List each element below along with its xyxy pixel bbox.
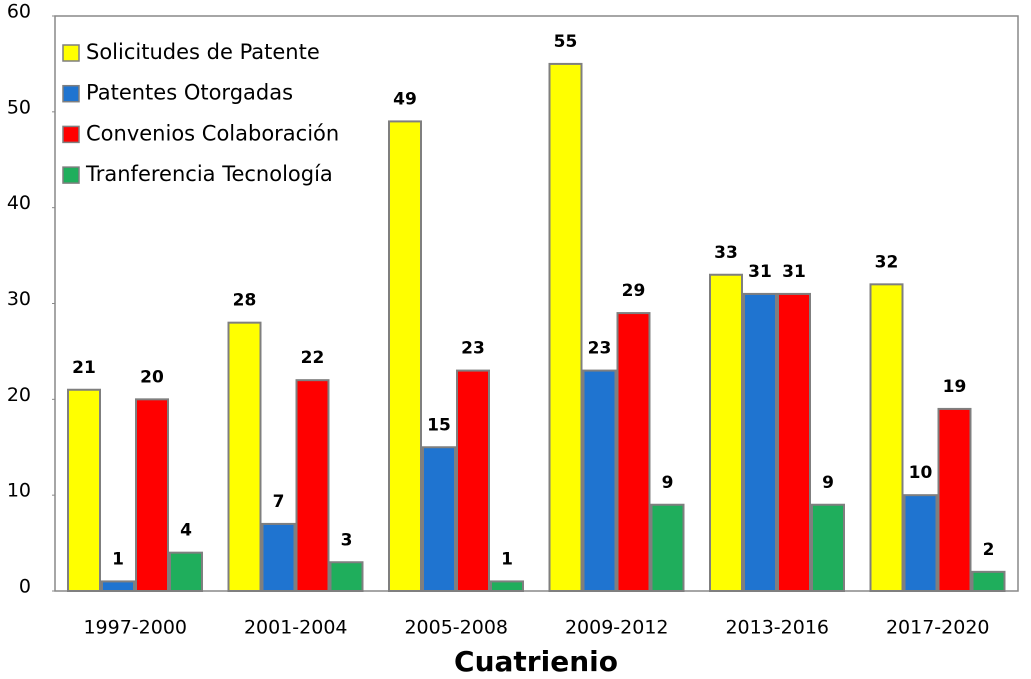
- x-tick-label: 2013-2016: [725, 617, 829, 639]
- legend-label: Patentes Otorgadas: [86, 81, 293, 105]
- legend-label: Tranferencia Tecnología: [85, 162, 333, 186]
- data-label: 10: [909, 463, 933, 483]
- data-label: 23: [461, 339, 485, 359]
- y-tick-label: 10: [7, 480, 31, 502]
- bar: [135, 398, 169, 593]
- bar: [227, 321, 262, 592]
- bar: [869, 283, 904, 592]
- data-label: 15: [427, 415, 451, 435]
- data-label: 20: [140, 367, 164, 387]
- bar: [101, 580, 135, 593]
- bar: [971, 570, 1006, 592]
- data-label: 21: [72, 358, 96, 378]
- bar: [261, 522, 296, 593]
- data-label: 22: [301, 348, 325, 368]
- data-label: 55: [554, 32, 578, 52]
- data-label: 28: [233, 291, 257, 311]
- data-label: 31: [748, 262, 772, 282]
- legend-swatch: [62, 125, 80, 144]
- y-tick-label: 0: [19, 576, 31, 598]
- legend-swatch: [62, 84, 80, 103]
- y-tick-label: 40: [7, 192, 31, 214]
- bar: [743, 292, 777, 592]
- legend-swatch: [62, 44, 80, 62]
- data-label: 29: [622, 281, 646, 301]
- x-tick-label: 2001-2004: [244, 617, 348, 639]
- x-axis-title: Cuatrienio: [454, 645, 618, 678]
- data-label: 9: [822, 473, 834, 493]
- bar: [388, 120, 422, 593]
- data-label: 3: [341, 530, 353, 550]
- x-tick-label: 2005-2008: [404, 617, 508, 639]
- x-tick-label: 2009-2012: [565, 617, 669, 639]
- x-tick-label: 2017-2020: [886, 617, 990, 639]
- bar: [903, 494, 938, 592]
- bar: [616, 312, 651, 592]
- bar: [422, 446, 456, 592]
- bar: [67, 388, 101, 592]
- bar: [709, 273, 743, 592]
- bar: [490, 580, 524, 593]
- legend-swatch: [62, 166, 80, 184]
- data-label: 1: [501, 549, 513, 569]
- legend-label: Convenios Colaboración: [86, 121, 339, 145]
- y-tick-label: 20: [7, 384, 31, 406]
- y-tick-label: 30: [7, 288, 31, 310]
- data-label: 49: [393, 89, 417, 109]
- bar: [295, 379, 330, 592]
- x-tick-label: 1997-2000: [83, 617, 187, 639]
- bar: [548, 62, 583, 592]
- bar: [169, 551, 203, 593]
- bar: [777, 292, 811, 592]
- legend-label: Solicitudes de Patente: [86, 40, 320, 64]
- data-label: 2: [983, 540, 995, 560]
- data-label: 31: [782, 262, 806, 282]
- bar: [937, 407, 972, 592]
- bar: [456, 369, 490, 593]
- data-label: 19: [943, 377, 967, 397]
- data-label: 33: [714, 243, 738, 263]
- data-label: 4: [180, 521, 192, 541]
- data-label: 32: [875, 252, 899, 272]
- data-label: 9: [662, 473, 674, 493]
- y-tick-label: 60: [7, 1, 31, 23]
- data-label: 7: [273, 492, 285, 512]
- bar: [650, 503, 685, 592]
- bar: [811, 503, 845, 592]
- data-label: 1: [112, 549, 124, 569]
- y-tick-label: 50: [7, 96, 31, 118]
- bar: [329, 561, 364, 592]
- data-label: 23: [588, 339, 612, 359]
- bar: [582, 369, 617, 593]
